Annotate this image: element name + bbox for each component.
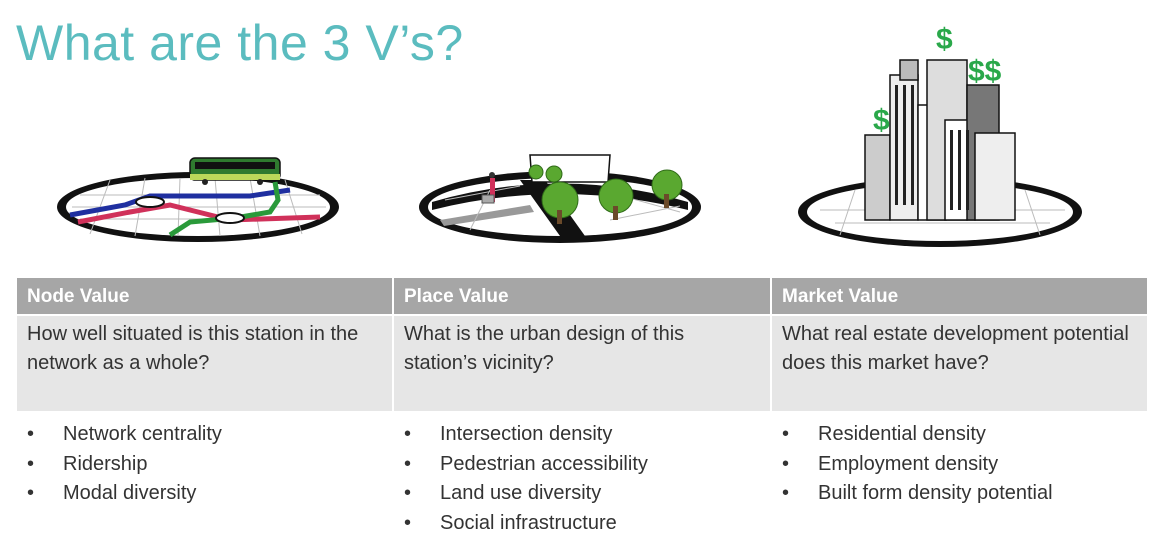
street-trees-pedestrian-icon: [410, 150, 710, 250]
question-place: What is the urban design of this station…: [394, 316, 770, 411]
dollar-sign-icon: $: [873, 104, 890, 137]
slide-title: What are the 3 V’s?: [16, 14, 464, 72]
question-market: What real estate development potential d…: [772, 316, 1147, 411]
transit-network-train-icon: [50, 150, 350, 250]
list-item: Intersection density: [404, 420, 648, 450]
bullet-list-node: Network centrality Ridership Modal diver…: [27, 420, 222, 509]
list-item: Pedestrian accessibility: [404, 450, 648, 480]
column-header-place: Place Value: [394, 278, 770, 314]
column-header-market: Market Value: [772, 278, 1147, 314]
list-item: Ridership: [27, 450, 222, 480]
list-item: Employment density: [782, 450, 1053, 480]
list-item: Social infrastructure: [404, 509, 648, 538]
three-values-table: Node Value Place Value Market Value How …: [17, 278, 1147, 411]
list-item: Network centrality: [27, 420, 222, 450]
bullet-list-place: Intersection density Pedestrian accessib…: [404, 420, 648, 538]
column-header-node: Node Value: [17, 278, 392, 314]
header-row: Node Value Place Value Market Value: [17, 278, 1147, 314]
list-item: Modal diversity: [27, 479, 222, 509]
skyscrapers-dollar-icon: $ $$ $: [795, 15, 1095, 250]
bullet-list-market: Residential density Employment density B…: [782, 420, 1053, 509]
list-item: Land use diversity: [404, 479, 648, 509]
dollar-sign-icon: $: [936, 23, 953, 56]
dollar-signs-icon: $$: [968, 55, 1002, 88]
list-item: Residential density: [782, 420, 1053, 450]
question-row: How well situated is this station in the…: [17, 314, 1147, 411]
question-node: How well situated is this station in the…: [17, 316, 392, 411]
list-item: Built form density potential: [782, 479, 1053, 509]
